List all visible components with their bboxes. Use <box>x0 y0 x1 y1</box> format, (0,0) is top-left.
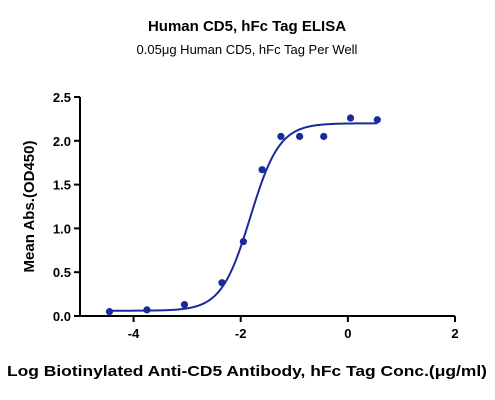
x-tick-label: -4 <box>128 326 140 341</box>
y-tick-label: 0.0 <box>53 309 71 324</box>
data-point <box>105 308 114 316</box>
data-point <box>296 132 304 141</box>
data-points <box>105 114 381 316</box>
y-tick-label: 1.0 <box>53 221 71 236</box>
x-tick-label: 2 <box>451 326 458 341</box>
chart-subtitle: 0.05μg Human CD5, hFc Tag Per Well <box>137 42 358 57</box>
data-point <box>320 132 328 141</box>
data-point <box>143 306 151 314</box>
y-tick-label: 2.0 <box>53 134 71 149</box>
y-tick-label: 2.5 <box>53 90 71 105</box>
data-point <box>346 114 355 122</box>
data-point <box>277 132 285 141</box>
y-tick-label: 1.5 <box>53 178 71 193</box>
x-axis-label: Log Biotinylated Anti-CD5 Antibody, hFc … <box>7 363 487 380</box>
chart-title: Human CD5, hFc Tag ELISA <box>148 18 346 35</box>
data-point <box>258 166 266 174</box>
data-point <box>218 279 226 287</box>
x-ticks: -4 -2 0 2 <box>128 316 459 341</box>
data-point <box>239 237 247 246</box>
fit-curve <box>109 122 378 312</box>
data-point <box>180 301 189 309</box>
y-axis-label: Mean Abs.(OD450) <box>21 141 38 273</box>
plot-area: 0.0 0.5 1.0 1.5 2.0 2.5 -4 -2 0 2 <box>53 90 459 341</box>
y-ticks: 0.0 0.5 1.0 1.5 2.0 2.5 <box>53 90 80 324</box>
y-tick-label: 0.5 <box>53 265 71 280</box>
x-tick-label: 0 <box>344 326 351 341</box>
x-tick-label: -2 <box>235 326 247 341</box>
data-point <box>373 116 381 124</box>
